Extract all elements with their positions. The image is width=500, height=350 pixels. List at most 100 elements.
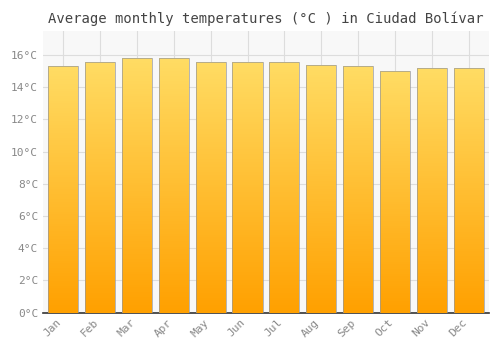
Bar [416, 205, 447, 208]
Bar [380, 189, 410, 192]
Bar [343, 268, 373, 271]
Bar [269, 230, 300, 232]
Bar [122, 155, 152, 158]
Bar [454, 178, 484, 181]
Bar [416, 171, 447, 173]
Bar [158, 290, 189, 292]
Bar [232, 303, 262, 305]
Bar [85, 130, 115, 132]
Bar [269, 285, 300, 288]
Bar [85, 142, 115, 145]
Bar [196, 114, 226, 117]
Bar [48, 192, 78, 194]
Bar [232, 180, 262, 182]
Bar [416, 78, 447, 80]
Bar [158, 298, 189, 300]
Bar [454, 124, 484, 127]
Bar [306, 144, 336, 147]
Bar [343, 66, 373, 313]
Bar [158, 264, 189, 267]
Bar [232, 205, 262, 207]
Bar [48, 162, 78, 165]
Bar [454, 222, 484, 225]
Bar [48, 229, 78, 231]
Bar [454, 163, 484, 166]
Bar [380, 272, 410, 274]
Bar [122, 58, 152, 61]
Bar [416, 261, 447, 264]
Bar [196, 99, 226, 102]
Bar [269, 255, 300, 257]
Bar [416, 256, 447, 259]
Bar [380, 95, 410, 98]
Bar [48, 209, 78, 212]
Bar [306, 174, 336, 176]
Bar [416, 222, 447, 225]
Bar [196, 182, 226, 184]
Bar [122, 190, 152, 193]
Bar [232, 66, 262, 69]
Bar [306, 241, 336, 243]
Bar [269, 130, 300, 132]
Bar [306, 226, 336, 228]
Bar [48, 86, 78, 89]
Bar [48, 261, 78, 264]
Bar [306, 82, 336, 85]
Bar [158, 239, 189, 241]
Bar [454, 305, 484, 308]
Bar [232, 270, 262, 272]
Bar [48, 81, 78, 84]
Bar [343, 160, 373, 162]
Bar [196, 303, 226, 305]
Bar [306, 166, 336, 169]
Bar [196, 102, 226, 104]
Bar [85, 89, 115, 92]
Bar [380, 197, 410, 199]
Bar [48, 135, 78, 138]
Bar [306, 280, 336, 283]
Bar [48, 197, 78, 199]
Bar [416, 251, 447, 254]
Bar [196, 267, 226, 270]
Bar [122, 132, 152, 135]
Bar [416, 173, 447, 176]
Bar [343, 93, 373, 96]
Bar [416, 227, 447, 230]
Bar [48, 224, 78, 226]
Bar [232, 132, 262, 134]
Bar [380, 221, 410, 223]
Bar [122, 302, 152, 305]
Bar [380, 180, 410, 182]
Bar [380, 293, 410, 296]
Bar [306, 102, 336, 104]
Bar [343, 281, 373, 283]
Bar [306, 132, 336, 134]
Bar [454, 215, 484, 217]
Bar [306, 161, 336, 164]
Bar [196, 225, 226, 227]
Bar [85, 262, 115, 265]
Bar [343, 69, 373, 71]
Bar [85, 242, 115, 245]
Bar [416, 124, 447, 127]
Bar [122, 262, 152, 264]
Bar [380, 240, 410, 243]
Bar [454, 176, 484, 178]
Bar [343, 229, 373, 231]
Bar [122, 86, 152, 89]
Bar [416, 97, 447, 100]
Bar [306, 278, 336, 280]
Bar [416, 198, 447, 200]
Bar [158, 155, 189, 158]
Bar [196, 237, 226, 240]
Bar [122, 97, 152, 99]
Bar [454, 159, 484, 161]
Bar [48, 101, 78, 103]
Bar [232, 250, 262, 252]
Bar [306, 216, 336, 218]
Bar [85, 139, 115, 142]
Bar [232, 220, 262, 222]
Bar [416, 208, 447, 210]
Bar [48, 310, 78, 313]
Bar [343, 293, 373, 295]
